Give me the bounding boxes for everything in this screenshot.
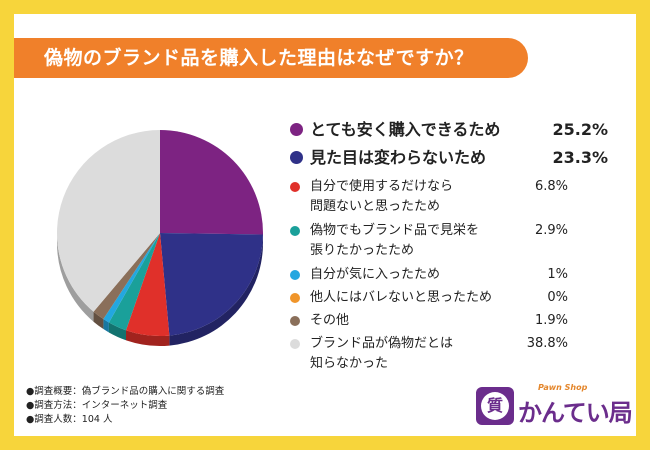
legend-swatch-icon: [290, 316, 300, 326]
logo-subtitle: Pawn Shop: [538, 383, 588, 392]
legend-swatch-icon: [290, 339, 300, 349]
pie-side-2: [169, 234, 263, 346]
pie-side-7: [93, 311, 104, 330]
legend-label: 自分で使用するだけなら: [310, 179, 454, 194]
legend-swatch-icon: [290, 270, 300, 280]
legend-swatch-icon: [290, 182, 300, 192]
legend-label: とても安く購入できるため: [310, 120, 501, 139]
legend-value: 1.9%: [534, 313, 568, 328]
title-bar: 偽物のブランド品を購入した理由はなぜですか？: [14, 38, 528, 78]
pie-slice-4: [108, 233, 160, 331]
legend-value: 6.8%: [534, 179, 568, 194]
pie-slice-5: [103, 233, 160, 323]
logo-badge-icon: 質: [476, 387, 514, 425]
legend-label: 見た目は変わらないため: [310, 148, 487, 167]
legend-swatch-icon: [290, 293, 300, 303]
pie-slice-2: [160, 233, 263, 336]
legend-value: 25.2%: [552, 120, 608, 139]
pie-slice-8: [57, 130, 161, 312]
survey-notes: ●調査概要：偽ブランド品の購入に関する調査 ●調査方法：インターネット調査 ●調…: [26, 385, 224, 427]
logo-name: かんてい局: [518, 399, 633, 427]
legend-label: 偽物でもブランド品で見栄を: [310, 223, 480, 238]
legend-label: その他: [310, 313, 350, 328]
pie-slice-3: [125, 233, 170, 336]
pie-side-4: [108, 322, 126, 341]
note-overview: ●調査概要：偽ブランド品の購入に関する調査: [26, 386, 225, 397]
legend-value: 0%: [547, 290, 568, 305]
brand-logo: 質 Pawn Shop かんてい局: [476, 383, 633, 427]
pie-side-5: [103, 319, 109, 333]
legend-swatch-icon: [290, 151, 303, 164]
legend-label: 他人にはバレないと思ったため: [310, 290, 493, 305]
legend-label: 張りたかったため: [310, 243, 415, 258]
legend-label: ブランド品が偽物だとは: [310, 336, 454, 351]
legend-label: 自分が気に入ったため: [310, 267, 441, 282]
legend-value: 1%: [547, 267, 568, 282]
note-method: ●調査方法：インターネット調査: [26, 400, 168, 411]
legend-value: 23.3%: [552, 148, 608, 167]
legend-label: 問題ないと思ったため: [310, 199, 441, 214]
legend-value: 2.9%: [534, 223, 568, 238]
pie-slice-7: [93, 233, 160, 320]
pie-slice-1: [160, 130, 263, 235]
logo-badge-char: 質: [481, 392, 509, 420]
legend-label: 知らなかった: [310, 356, 389, 371]
legend-swatch-icon: [290, 226, 300, 236]
pie-chart: [57, 130, 263, 346]
legend-swatch-icon: [290, 123, 303, 136]
pie-side-3: [125, 330, 170, 346]
pie-side-8: [57, 233, 94, 322]
legend-value: 38.8%: [526, 336, 568, 351]
note-count: ●調査人数：104 人: [26, 414, 113, 425]
page-title: 偽物のブランド品を購入した理由はなぜですか？: [44, 47, 474, 69]
